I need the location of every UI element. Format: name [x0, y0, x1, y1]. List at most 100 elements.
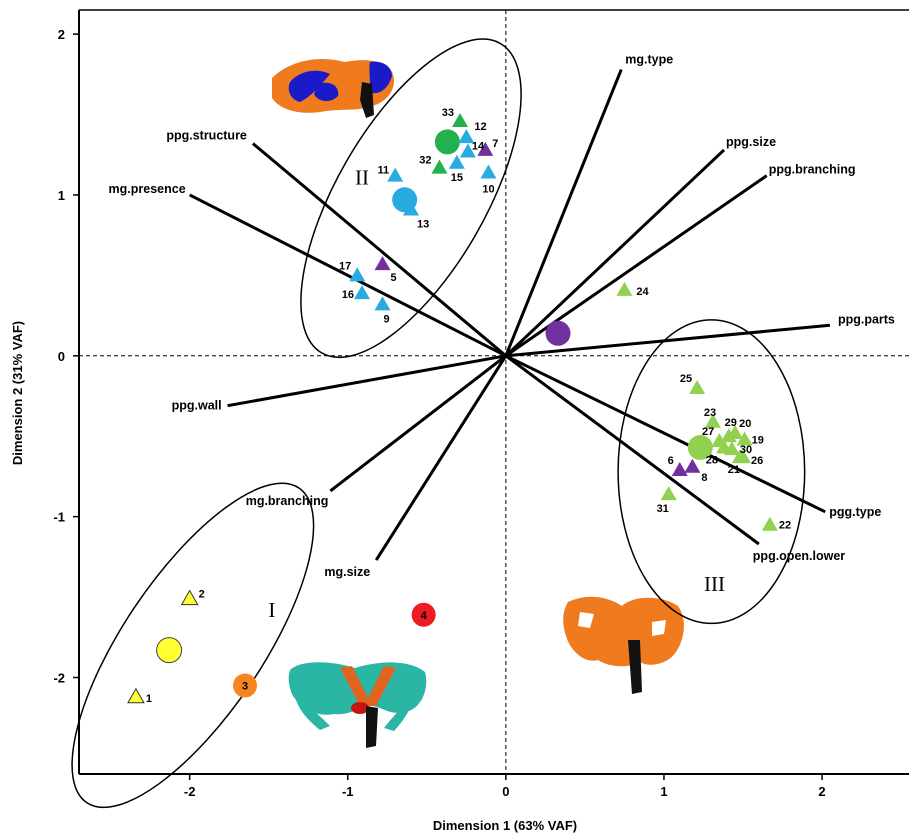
vector-label: mg.type [625, 53, 673, 67]
y-tick-label: -1 [53, 510, 65, 525]
vector-ppg.branching [505, 174, 768, 358]
specimen-point [458, 129, 475, 144]
vector-label: mg.size [324, 565, 370, 579]
specimen-point [761, 516, 778, 531]
specimen-point [723, 441, 740, 456]
vector-ppg.open.lower [504, 354, 760, 546]
y-axis-title: Dimension 2 (31% VAF) [10, 321, 25, 465]
group-ellipse-II [300, 38, 522, 359]
specimen-point [353, 285, 370, 300]
plot-frame [78, 9, 909, 775]
specimen-label: 8 [701, 472, 707, 484]
specimen-point [704, 413, 721, 428]
group-centroids: 34 [156, 129, 713, 698]
specimen-label: 7 [492, 138, 498, 150]
specimen-label: 22 [779, 520, 791, 532]
vector-label: ppg.size [726, 135, 776, 149]
specimen-label: 24 [636, 286, 649, 298]
centroid-marker [411, 602, 436, 627]
specimen-point [387, 167, 404, 182]
specimen-point [452, 112, 469, 127]
vector-label: mg.presence [109, 182, 186, 196]
vector-ppg.size [504, 148, 726, 357]
centroid-marker [233, 673, 257, 698]
centroid-marker [434, 129, 460, 155]
specimen-label: 15 [451, 172, 463, 184]
specimen-label: 21 [728, 464, 740, 476]
centroid-marker [156, 637, 183, 664]
specimen-point [477, 141, 494, 156]
specimen-points: 1256789101112131415161719202122232425262… [127, 107, 791, 705]
specimen-label: 16 [342, 289, 354, 301]
vector-ppg.structure [251, 142, 507, 357]
variable-vectors: mg.type ppg.size ppg.branching ppg.parts pgg… [109, 53, 895, 580]
specimen-point [448, 154, 465, 169]
vector-ppg.wall [227, 354, 507, 408]
skull-rendering-orange-blue [272, 58, 395, 118]
specimen-point [720, 428, 737, 443]
centroid-label: 3 [242, 681, 248, 693]
specimen-point [616, 281, 633, 296]
group-label: I [268, 598, 275, 622]
specimen-point [180, 589, 199, 606]
vector-pgg.type [505, 354, 826, 514]
specimen-point [736, 431, 753, 446]
specimen-label: 26 [751, 455, 763, 467]
specimen-label: 17 [339, 260, 351, 272]
specimen-label: 5 [391, 272, 397, 284]
y-axis-ticks: -2 -1 0 1 2 [53, 27, 79, 685]
centroid-label: 4 [421, 610, 428, 622]
specimen-label: 32 [419, 155, 431, 167]
specimen-label: 31 [657, 503, 669, 515]
specimen-label: 13 [417, 218, 429, 230]
specimen-label: 29 [725, 417, 737, 429]
x-tick-label: -2 [184, 784, 196, 799]
x-tick-label: 1 [660, 784, 667, 799]
specimen-label: 28 [706, 454, 718, 466]
specimen-point [374, 256, 391, 271]
vector-label: mg.branching [246, 494, 329, 508]
specimen-point [684, 458, 701, 473]
specimen-label: 12 [474, 121, 486, 133]
vector-label: ppg.branching [769, 163, 856, 177]
specimen-label: 23 [704, 407, 716, 419]
x-tick-label: 0 [502, 784, 509, 799]
specimen-label: 30 [740, 444, 752, 456]
vector-mg.branching [329, 354, 507, 493]
y-tick-label: -2 [53, 670, 65, 685]
vector-mg.presence [188, 193, 507, 358]
specimen-label: 27 [702, 426, 714, 438]
specimen-point [735, 449, 751, 464]
specimen-point [671, 462, 688, 477]
specimen-label: 2 [199, 589, 205, 601]
specimen-point [374, 296, 391, 311]
specimen-label: 11 [378, 165, 390, 177]
x-tick-label: -1 [342, 784, 354, 799]
specimen-point [660, 486, 677, 501]
specimen-label: 33 [442, 107, 454, 119]
vector-mg.type [504, 68, 623, 357]
skull-rendering-teal [288, 662, 427, 748]
specimen-label: 25 [680, 373, 692, 385]
y-tick-label: 1 [58, 188, 65, 203]
specimen-label: 9 [383, 313, 389, 325]
specimen-point [689, 379, 706, 394]
specimen-label: 6 [668, 455, 674, 467]
centroid-marker [545, 320, 571, 346]
vector-label: ppg.structure [166, 128, 247, 142]
specimen-label: 10 [482, 183, 494, 195]
vector-label: pgg.type [829, 505, 881, 519]
x-axis-title: Dimension 1 (63% VAF) [433, 818, 577, 833]
vector-label: ppg.parts [838, 312, 895, 326]
y-tick-label: 0 [58, 349, 65, 364]
specimen-point [459, 143, 476, 158]
x-tick-label: 2 [818, 784, 825, 799]
specimen-point [349, 267, 366, 282]
centroid-marker [687, 434, 713, 460]
specimen-point [403, 201, 419, 216]
vector-label: ppg.wall [172, 399, 222, 413]
specimen-point [480, 164, 497, 179]
y-tick-label: 2 [58, 27, 65, 42]
vector-label: ppg.open.lower [753, 549, 845, 563]
